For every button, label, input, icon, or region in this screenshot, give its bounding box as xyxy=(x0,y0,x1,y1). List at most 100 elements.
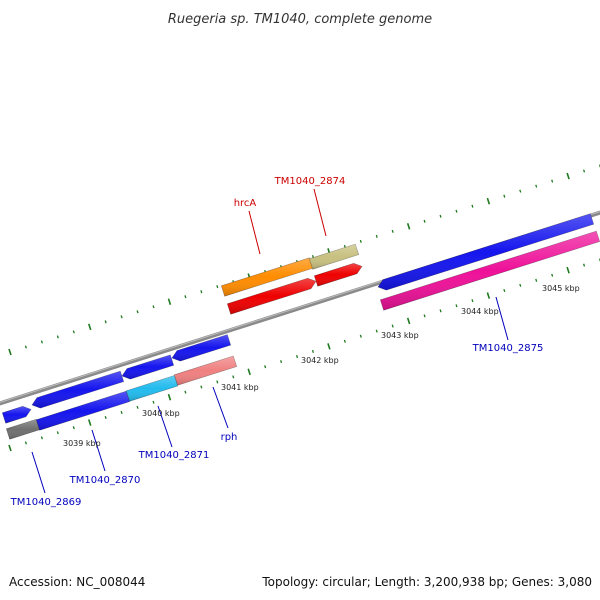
scale-tick xyxy=(551,179,554,183)
leader-tm1040-2869 xyxy=(31,451,46,494)
scale-tick xyxy=(56,431,59,435)
scale-tick xyxy=(40,436,43,440)
scale-tick xyxy=(503,194,506,198)
kbp-label: 3039 kbp xyxy=(63,439,101,448)
gene-tm1040-2871-arrow[interactable] xyxy=(125,375,179,402)
gene-label-tm1040-2870[interactable]: TM1040_2870 xyxy=(69,475,141,486)
gene-label-tm1040-2869[interactable]: TM1040_2869 xyxy=(10,497,82,508)
scale-tick xyxy=(406,317,411,325)
scale-tick xyxy=(152,305,155,309)
gene-label-rph[interactable]: rph xyxy=(221,432,238,443)
gene-tm1040-2870-arrow[interactable] xyxy=(35,390,131,431)
leader-tm1040-2870 xyxy=(91,429,106,472)
scale-tick xyxy=(216,285,219,289)
scale-tick xyxy=(551,273,554,277)
gene-tm1040-2869-arrow[interactable] xyxy=(5,418,41,440)
gene-blue-left-b-arrow[interactable] xyxy=(121,354,175,380)
scale-tick xyxy=(535,184,538,188)
leader-tm1040-2871 xyxy=(157,405,173,448)
kbp-label: 3043 kbp xyxy=(381,331,419,340)
gene-blue-far-left-arrow[interactable] xyxy=(1,405,32,424)
gene-blue-left-c-arrow[interactable] xyxy=(171,334,232,362)
ticks-outer xyxy=(8,164,600,356)
scale-tick xyxy=(120,410,123,414)
gene-red-right-arrow[interactable] xyxy=(313,262,363,287)
scale-tick xyxy=(343,339,346,343)
gene-rph-arrow[interactable] xyxy=(173,355,238,386)
scale-tick xyxy=(359,334,362,338)
scale-tick xyxy=(455,304,458,308)
leader-hrca xyxy=(248,210,261,255)
gene-blue-left-a-arrow[interactable] xyxy=(31,370,125,409)
scale-tick xyxy=(375,329,378,333)
scale-tick xyxy=(56,335,59,339)
topology-text: Topology: circular; Length: 3,200,938 bp… xyxy=(261,575,592,589)
kbp-label: 3041 kbp xyxy=(221,383,259,392)
scale-tick xyxy=(104,320,107,324)
scale-tick xyxy=(152,400,155,404)
scale-tick xyxy=(200,385,203,389)
scale-tick xyxy=(471,299,474,303)
scale-tick xyxy=(455,209,458,213)
gene-label-tm1040-2871[interactable]: TM1040_2871 xyxy=(138,450,210,461)
scale-tick xyxy=(423,219,426,223)
scale-tick xyxy=(40,340,43,344)
scale-tick xyxy=(8,444,12,452)
gene-blue-right-arrow[interactable] xyxy=(377,213,595,291)
scale-tick xyxy=(519,283,522,287)
gene-label-tm1040-2874[interactable]: TM1040_2874 xyxy=(274,176,346,187)
gene-red-left-arrow[interactable] xyxy=(226,277,317,315)
scale-tick xyxy=(359,239,362,243)
scale-tick xyxy=(280,360,283,364)
gene-tm1040-2874-arrow[interactable] xyxy=(308,243,360,270)
scale-tick xyxy=(406,223,411,230)
genome-title: Ruegeria sp. TM1040, complete genome xyxy=(168,12,432,27)
leader-tm1040-2874 xyxy=(313,188,327,237)
scale-tick xyxy=(486,292,491,299)
scale-tick xyxy=(439,309,442,313)
leader-tm1040-2875 xyxy=(495,296,509,341)
scale-tick xyxy=(566,266,570,274)
scale-tick xyxy=(503,288,506,293)
scale-tick xyxy=(327,343,331,350)
scale-tick xyxy=(471,204,474,208)
kbp-label: 3044 kbp xyxy=(461,307,499,316)
scale-tick xyxy=(136,405,139,409)
scale-tick xyxy=(72,330,75,334)
scale-tick xyxy=(216,380,219,384)
scale-tick xyxy=(566,172,570,180)
scale-tick xyxy=(295,355,299,359)
scale-tick xyxy=(167,393,172,401)
scale-tick xyxy=(264,365,267,369)
gene-label-hrca[interactable]: hrcA xyxy=(234,198,257,209)
scale-tick xyxy=(439,214,442,218)
scale-tick xyxy=(519,189,522,193)
genes-layer xyxy=(1,213,600,440)
scale-tick xyxy=(391,229,394,233)
scale-tick xyxy=(87,419,92,426)
scale-tick xyxy=(232,375,235,379)
scale-tick xyxy=(167,298,172,306)
scale-tick xyxy=(391,324,394,328)
scale-tick xyxy=(184,295,187,299)
accession-text: Accession: NC_008044 xyxy=(9,575,145,589)
scale-tick xyxy=(311,254,315,259)
kbp-label: 3040 kbp xyxy=(142,409,180,418)
scale-tick xyxy=(583,169,586,173)
scale-tick xyxy=(247,368,251,376)
scale-tick xyxy=(200,290,203,294)
scale-tick xyxy=(136,310,139,314)
scale-tick xyxy=(375,234,378,238)
scale-tick xyxy=(535,278,538,282)
scale-tick xyxy=(8,348,12,356)
scale-tick xyxy=(184,390,187,394)
scale-tick xyxy=(24,345,27,349)
scale-tick xyxy=(24,441,27,445)
scale-tick xyxy=(72,426,75,430)
scale-tick xyxy=(104,415,107,420)
kbp-label: 3042 kbp xyxy=(301,356,339,365)
leader-rph xyxy=(212,386,229,429)
gene-label-tm1040-2875[interactable]: TM1040_2875 xyxy=(472,343,544,354)
scale-tick xyxy=(486,197,491,205)
